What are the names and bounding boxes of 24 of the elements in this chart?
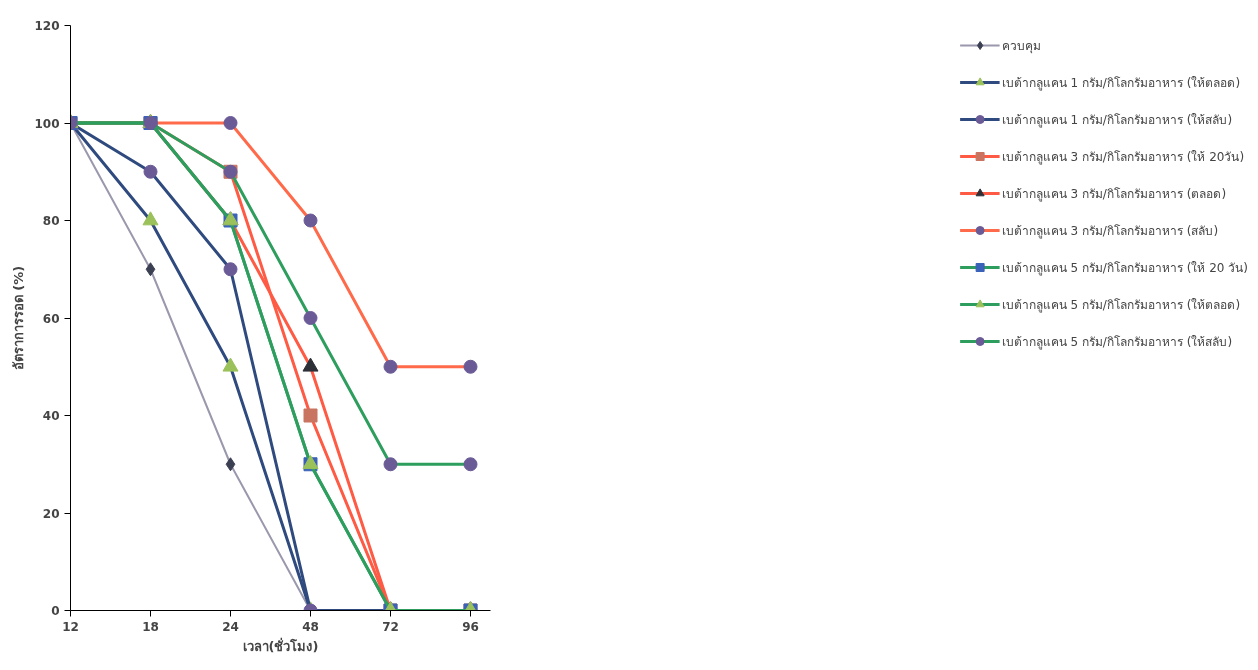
y-tick-label: 60 — [42, 311, 60, 326]
legend-label: เบต้ากลูแคน 5 กรัม/กิโลกรัมอาหาร (ให้ตลอด) — [1001, 296, 1241, 314]
y-tick-label: 120 — [34, 19, 60, 33]
legend-label: เบต้ากลูแคน 3 กรัม/กิโลกรัมอาหาร (ให้ 20วัน) — [1001, 148, 1245, 166]
legend-label: เบต้ากลูแคน 1 กรัม/กิโลกรัมอาหาร (ให้สลับ) — [1001, 111, 1233, 129]
x-tick-label: 12 — [62, 619, 79, 634]
legend-label: ควบคุม — [1001, 37, 1041, 55]
legend-label: เบต้ากลูแคน 3 กรัม/กิโลกรัมอาหาร (สลับ) — [1001, 222, 1219, 240]
y-tick-label: 20 — [42, 506, 60, 521]
x-axis-title: เวลา(ชั่วโมง) — [242, 636, 319, 654]
legend-label: เบต้ากลูแคน 3 กรัม/กิโลกรัมอาหาร (ตลอด) — [1001, 185, 1227, 203]
y-tick-label: 80 — [42, 214, 60, 228]
x-tick-label: 48 — [302, 619, 319, 634]
x-tick-label: 18 — [142, 619, 159, 634]
x-tick-label: 24 — [222, 619, 239, 634]
x-tick-label: 72 — [382, 619, 399, 634]
y-tick-label: 0 — [51, 604, 60, 618]
y-tick-label: 100 — [34, 116, 60, 131]
legend-label: เบต้ากลูแคน 1 กรัม/กิโลกรัมอาหาร (ให้ตลอด) — [1001, 74, 1241, 92]
y-axis-title: อัตราการรอด (%) — [11, 265, 27, 371]
legend-label: เบต้ากลูแคน 5 กรัม/กิโลกรัมอาหาร (ให้ 20 วัน) — [1001, 259, 1248, 277]
y-tick-label: 40 — [42, 409, 60, 423]
legend-label: เบต้ากลูแคน 5 กรัม/กิโลกรัมอาหาร (ให้สลับ) — [1001, 333, 1233, 351]
x-tick-label: 96 — [462, 619, 479, 634]
